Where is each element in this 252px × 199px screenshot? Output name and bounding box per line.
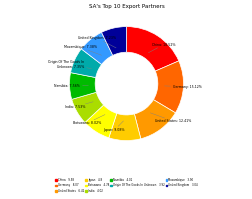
Text: Botswana: 8.02%: Botswana: 8.02% [73,115,105,125]
Wedge shape [81,32,112,64]
Wedge shape [153,61,183,113]
Text: Origin Of The Goods In
Unknown: 7.35%: Origin Of The Goods In Unknown: 7.35% [48,60,91,69]
Wedge shape [70,49,101,78]
Text: United Kingdom: 7.23%: United Kingdom: 7.23% [78,36,116,48]
Text: Mozambique: 7.38%: Mozambique: 7.38% [64,45,101,55]
Wedge shape [71,92,103,123]
Wedge shape [101,27,126,55]
Title: SA's Top 10 Export Partners: SA's Top 10 Export Partners [88,4,164,9]
Wedge shape [69,73,96,99]
Legend: China   9.58, Germany   8.07, United States   6.42, Japan   4.8, Botswana   4.78: China 9.58, Germany 8.07, United States … [54,178,198,193]
Text: United States: 12.41%: United States: 12.41% [150,113,190,123]
Text: Namibia: 7.56%: Namibia: 7.56% [54,84,88,88]
Wedge shape [134,100,175,139]
Text: India: 7.53%: India: 7.53% [65,102,93,109]
Wedge shape [85,105,116,138]
Text: China: 18.52%: China: 18.52% [148,43,175,53]
Wedge shape [126,27,178,71]
Wedge shape [108,113,140,140]
Text: Germany: 15.12%: Germany: 15.12% [164,85,201,89]
Text: Japan: 9.08%: Japan: 9.08% [103,121,124,132]
